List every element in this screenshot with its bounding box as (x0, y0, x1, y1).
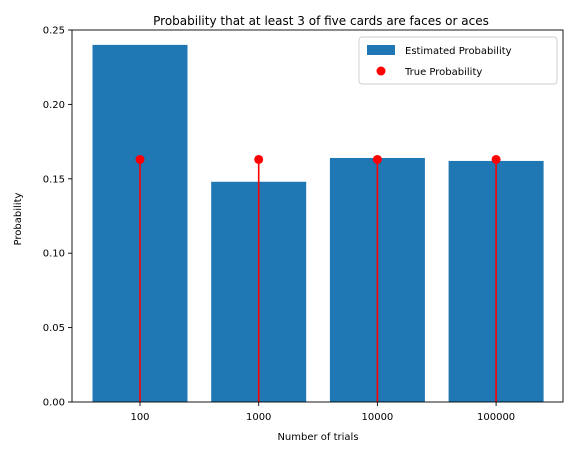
y-tick-label: 0.10 (43, 249, 65, 260)
plot-area (92, 44, 544, 402)
x-tick-label: 100000 (477, 412, 515, 423)
legend-swatch-estimated (367, 45, 395, 55)
legend: Estimated Probability True Probability (358, 36, 558, 85)
marker-true-100 (135, 154, 145, 164)
x-tick-label: 100 (130, 412, 149, 423)
plot-frame (71, 29, 564, 403)
y-tick-label: 0.25 (43, 26, 65, 37)
marker-true-100000 (491, 154, 501, 164)
x-axis-label: Number of trials (277, 432, 358, 443)
y-tick-label: 0.00 (43, 398, 65, 409)
y-axis-label: Probability (13, 192, 24, 245)
marker-true-1000 (254, 154, 264, 164)
x-tick-label: 10000 (361, 412, 393, 423)
axes: 0.00 0.05 0.10 0.15 0.20 0.25 100 1000 10000 1000… (43, 26, 564, 423)
y-tick-label: 0.05 (43, 323, 65, 334)
marker-true-10000 (372, 154, 382, 164)
legend-label-true: True Probability (404, 67, 482, 78)
y-tick-label: 0.15 (43, 174, 65, 185)
chart-title: Probability that at least 3 of five card… (153, 14, 489, 28)
legend-box (358, 36, 558, 85)
legend-marker-true (376, 66, 386, 76)
legend-label-estimated: Estimated Probability (405, 46, 512, 57)
x-tick-label: 1000 (246, 412, 271, 423)
y-tick-label: 0.20 (43, 100, 65, 111)
